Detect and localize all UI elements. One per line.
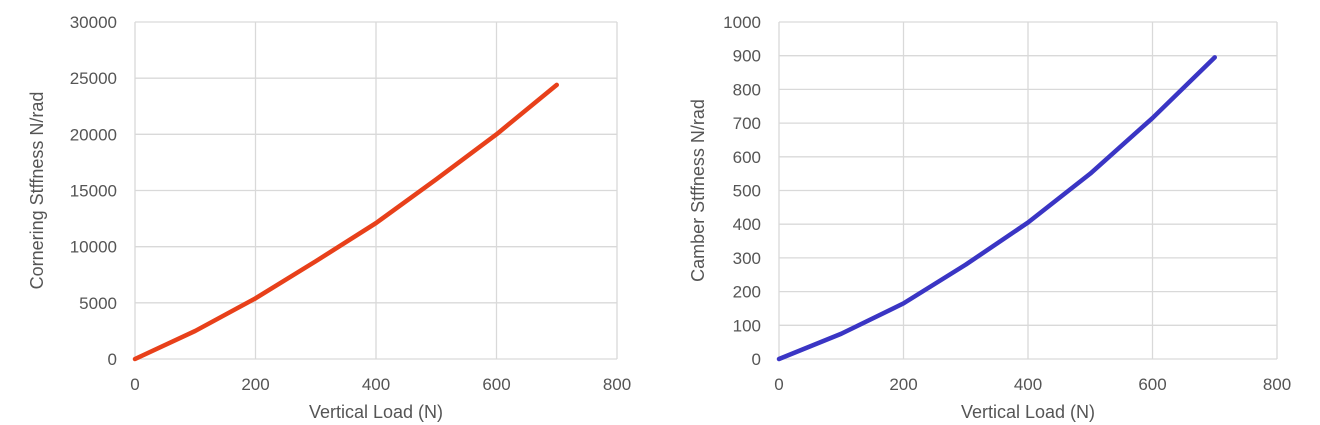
x-tick-label: 0	[774, 375, 783, 394]
y-tick-label: 600	[733, 148, 761, 167]
x-tick-label: 600	[1138, 375, 1166, 394]
y-tick-label: 20000	[70, 125, 117, 144]
x-tick-label: 200	[889, 375, 917, 394]
x-tick-label: 400	[362, 375, 390, 394]
y-tick-label: 300	[733, 249, 761, 268]
x-axis-label: Vertical Load (N)	[961, 402, 1095, 422]
y-tick-label: 0	[752, 350, 761, 369]
x-tick-label: 0	[130, 375, 139, 394]
y-tick-label: 15000	[70, 182, 117, 201]
x-tick-label: 200	[241, 375, 269, 394]
y-tick-label: 5000	[79, 294, 117, 313]
y-tick-label: 100	[733, 316, 761, 335]
camber-series-line	[776, 55, 1217, 362]
camber-stiffness-chart: 0 200 400 600 800 0 100 200 300 400 500 600 700 800 90…	[688, 13, 1291, 422]
y-tick-label: 500	[733, 182, 761, 201]
x-axis-label: Vertical Load (N)	[309, 402, 443, 422]
x-tick-label: 800	[1263, 375, 1291, 394]
y-axis-label: Cornering Stffness N/rad	[27, 92, 47, 290]
y-tick-label: 800	[733, 80, 761, 99]
x-tick-label: 400	[1014, 375, 1042, 394]
y-axis-label: Camber Stffness N/rad	[688, 99, 708, 282]
y-tick-label: 10000	[70, 238, 117, 257]
x-tick-label: 600	[482, 375, 510, 394]
y-tick-label: 900	[733, 47, 761, 66]
y-tick-label: 700	[733, 114, 761, 133]
y-tick-label: 0	[108, 350, 117, 369]
y-tick-label: 400	[733, 215, 761, 234]
grid-lines	[134, 21, 618, 360]
y-tick-label: 30000	[70, 13, 117, 32]
y-tick-label: 1000	[723, 13, 761, 32]
cornering-series-line	[132, 82, 559, 362]
cornering-stiffness-chart: 0 200 400 600 800 0 5000 10000 15000 20000 25000 30…	[27, 13, 631, 422]
y-tick-label: 200	[733, 283, 761, 302]
x-tick-label: 800	[603, 375, 631, 394]
y-tick-label: 25000	[70, 69, 117, 88]
